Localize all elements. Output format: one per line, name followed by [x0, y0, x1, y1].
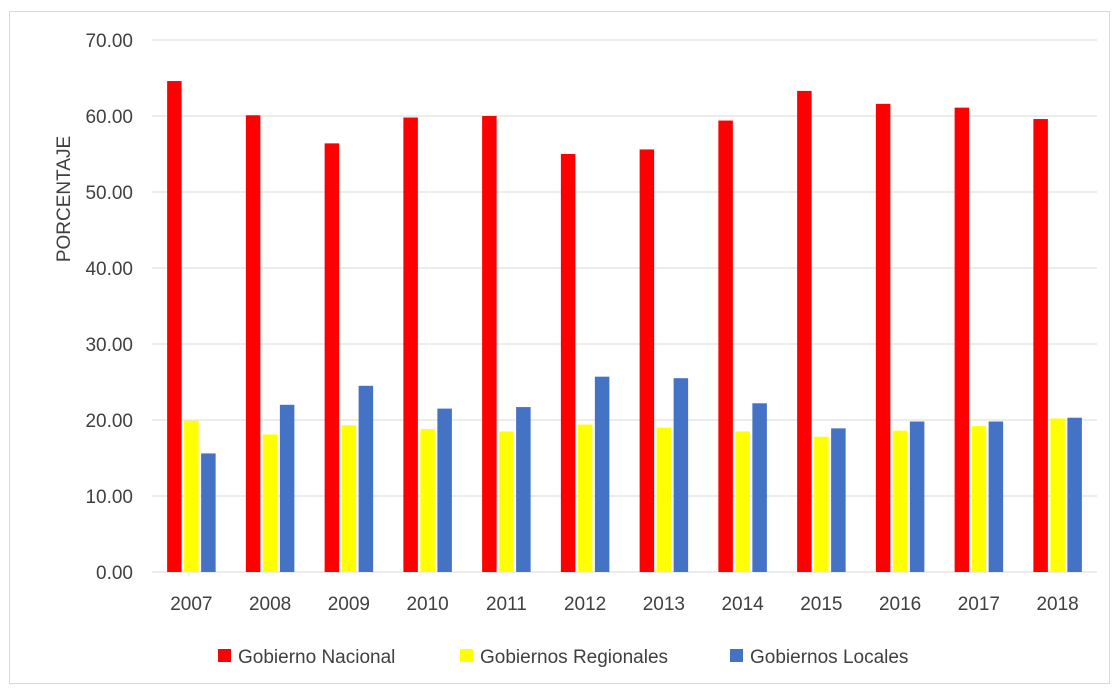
bar-gobiernos-regionales-2015: [814, 436, 829, 572]
y-tick-label: 0.00: [96, 563, 133, 584]
bar-gobiernos-regionales-2011: [499, 431, 514, 572]
bar-gobiernos-regionales-2013: [656, 427, 672, 572]
bar-gobierno-nacional-2011: [482, 116, 497, 572]
x-tick-label: 2018: [1036, 594, 1078, 615]
x-axis-ticks: 2007 2008 2009 2010 2011 2012 2013 2014 2015 2016…: [170, 594, 1079, 615]
bar-gobiernos-regionales-2012: [577, 424, 593, 572]
bar-gobierno-nacional-2007: [167, 81, 182, 572]
legend-label: Gobiernos Locales: [750, 647, 908, 668]
bar-gobiernos-locales-2007: [201, 453, 216, 572]
gridlines: [152, 39, 1097, 573]
bar-gobierno-nacional-2017: [954, 107, 970, 572]
bar-gobiernos-locales-2010: [437, 408, 452, 572]
bars: [167, 81, 1082, 573]
x-tick-label: 2017: [958, 594, 1000, 615]
legend-swatch: [730, 649, 743, 662]
legend: Gobierno Nacional Gobiernos Regionales Gob…: [218, 647, 908, 668]
x-tick-label: 2010: [406, 594, 448, 615]
bar-gobierno-nacional-2009: [324, 143, 340, 573]
bar-gobiernos-regionales-2016: [892, 430, 908, 572]
bar-gobiernos-locales-2012: [594, 376, 610, 572]
y-axis-title: PORCENTAJE: [54, 136, 75, 262]
bar-gobiernos-locales-2015: [831, 428, 846, 572]
legend-label: Gobierno Nacional: [238, 647, 395, 668]
y-axis-ticks: 0.00 10.00 20.00 30.00 40.00 50.00 60.00 70.00: [85, 31, 133, 584]
bar-gobiernos-locales-2016: [909, 421, 925, 572]
bar-gobierno-nacional-2018: [1033, 119, 1048, 572]
bar-gobiernos-regionales-2007: [184, 420, 199, 572]
y-tick-label: 60.00: [85, 107, 133, 128]
bar-gobierno-nacional-2013: [639, 149, 655, 572]
bar-gobierno-nacional-2016: [875, 103, 891, 572]
bar-gobiernos-locales-2014: [752, 403, 767, 572]
bar-gobierno-nacional-2010: [403, 117, 418, 573]
bar-gobiernos-locales-2008: [279, 404, 295, 572]
bar-gobiernos-locales-2013: [673, 378, 689, 572]
x-tick-label: 2009: [328, 594, 370, 615]
y-tick-label: 50.00: [85, 183, 133, 204]
bar-gobiernos-regionales-2010: [420, 429, 435, 572]
y-tick-label: 70.00: [85, 31, 133, 52]
bar-gobiernos-locales-2011: [516, 407, 531, 572]
bar-gobierno-nacional-2012: [560, 154, 576, 572]
x-tick-label: 2012: [564, 594, 606, 615]
bar-gobiernos-locales-2017: [988, 421, 1004, 572]
y-tick-label: 30.00: [85, 335, 133, 356]
x-tick-label: 2016: [879, 594, 921, 615]
bar-gobiernos-locales-2009: [358, 385, 374, 572]
bar-gobiernos-regionales-2017: [971, 426, 987, 572]
bar-gobiernos-regionales-2014: [735, 431, 750, 572]
bar-gobiernos-locales-2018: [1067, 417, 1082, 572]
bar-gobierno-nacional-2008: [245, 115, 261, 573]
y-tick-label: 20.00: [85, 411, 133, 432]
bar-gobiernos-regionales-2018: [1050, 418, 1065, 572]
bar-gobiernos-regionales-2009: [341, 425, 357, 572]
legend-label: Gobiernos Regionales: [480, 647, 668, 668]
bar-gobierno-nacional-2014: [718, 120, 733, 572]
bar-gobiernos-regionales-2008: [262, 434, 278, 572]
legend-swatch: [460, 649, 473, 662]
legend-swatch: [218, 649, 231, 662]
x-tick-label: 2015: [800, 594, 842, 615]
bar-gobierno-nacional-2015: [797, 90, 812, 573]
x-tick-label: 2011: [486, 594, 527, 615]
y-tick-label: 40.00: [85, 259, 133, 280]
y-tick-label: 10.00: [85, 487, 133, 508]
x-tick-label: 2008: [249, 594, 291, 615]
x-tick-label: 2007: [170, 594, 212, 615]
x-tick-label: 2014: [721, 594, 764, 615]
x-tick-label: 2013: [643, 594, 685, 615]
